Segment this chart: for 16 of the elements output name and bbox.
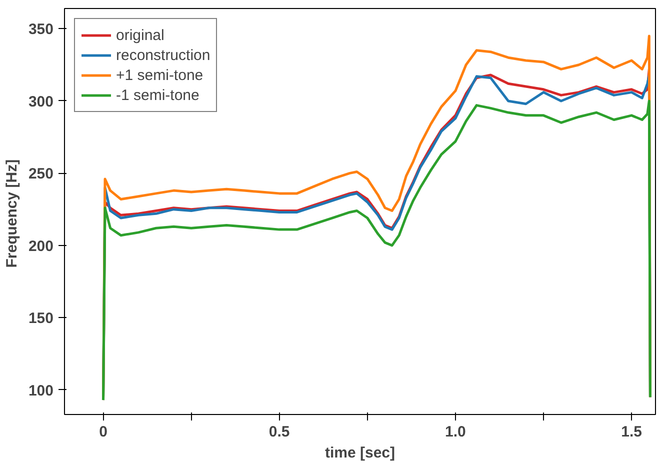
legend-label: reconstruction: [116, 46, 210, 64]
y-tick-label: 150: [28, 310, 54, 328]
y-tick-label: 300: [28, 93, 54, 110]
x-tick-label: 0.5: [268, 424, 290, 440]
y-tick-label: 100: [28, 382, 54, 400]
y-tick-label: 200: [28, 238, 54, 255]
y-tick-label: 350: [28, 21, 54, 38]
x-tick-label: 1.5: [621, 424, 642, 440]
legend-label: -1 semi-tone: [116, 86, 200, 104]
x-axis-title: time [sec]: [324, 444, 396, 462]
y-axis-title: Frequency [Hz]: [3, 159, 20, 268]
x-tick-label: 0: [99, 424, 108, 440]
y-tick-label: 250: [28, 166, 54, 183]
legend-label: original: [116, 26, 164, 44]
x-tick-label: 1.0: [445, 424, 466, 440]
legend-label: +1 semi-tone: [116, 66, 204, 84]
